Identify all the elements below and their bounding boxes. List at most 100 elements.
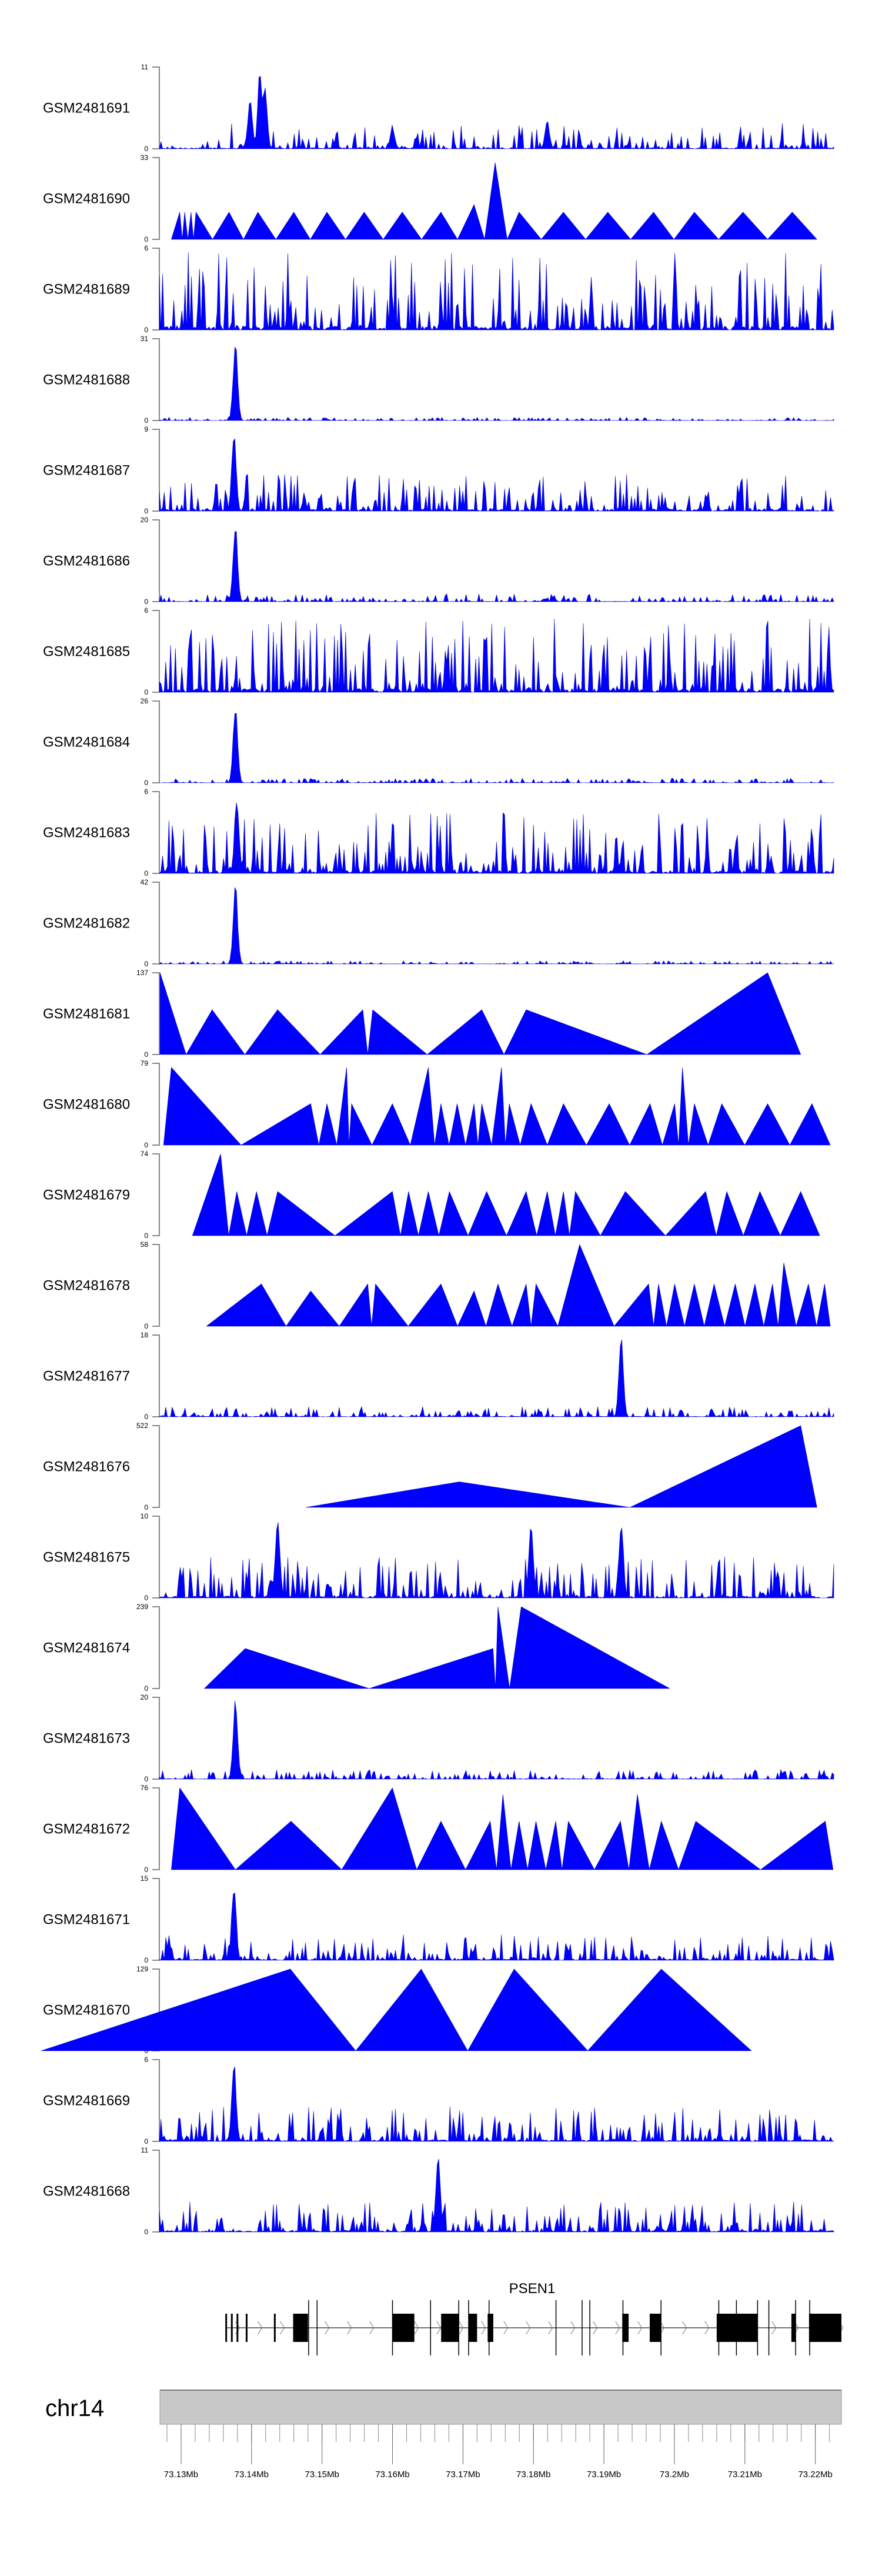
y-max-label: 76	[141, 1784, 149, 1792]
y-zero-label: 0	[144, 1956, 148, 1964]
strand-arrow-icon	[704, 2321, 710, 2335]
y-axis	[152, 1425, 160, 1508]
y-zero-label: 0	[144, 1141, 148, 1149]
strand-arrow-icon	[325, 2321, 330, 2335]
y-max-label: 20	[141, 1693, 149, 1701]
y-axis	[152, 1063, 160, 1146]
exon	[716, 2314, 758, 2342]
exon	[230, 2314, 233, 2342]
exon	[236, 2314, 239, 2342]
track-label: GSM2481685	[43, 644, 130, 660]
y-zero-label: 0	[144, 1866, 148, 1874]
track-label: GSM2481684	[43, 735, 130, 750]
y-axis	[152, 972, 160, 1055]
y-zero-label: 0	[144, 779, 148, 787]
strand-arrow-icon	[615, 2321, 620, 2335]
y-axis	[152, 429, 160, 512]
exon	[622, 2314, 629, 2342]
y-max-label: 20	[141, 516, 149, 524]
y-zero-label: 0	[144, 960, 148, 968]
y-axis	[152, 519, 160, 602]
y-zero-label: 0	[144, 416, 148, 425]
signal-area	[159, 1522, 834, 1599]
y-zero-label: 0	[144, 688, 148, 696]
y-axis	[152, 1244, 160, 1327]
y-axis	[152, 1606, 160, 1689]
signal-area	[159, 252, 834, 331]
track-label: GSM2481674	[43, 1640, 130, 1656]
track-label: GSM2481670	[43, 2003, 130, 2018]
track-GSM2481683: GSM2481683 6 0	[43, 788, 834, 877]
exon	[649, 2314, 662, 2342]
y-max-label: 522	[136, 1422, 148, 1430]
y-axis	[152, 1697, 160, 1780]
y-max-label: 33	[141, 154, 149, 162]
y-max-label: 6	[144, 244, 148, 252]
strand-arrow-icon	[369, 2321, 375, 2335]
y-zero-label: 0	[144, 2228, 148, 2236]
y-max-label: 239	[136, 1603, 148, 1611]
y-max-label: 129	[136, 1965, 148, 1973]
track-label: GSM2481678	[43, 1278, 130, 1294]
strand-arrow-icon	[481, 2321, 486, 2335]
y-zero-label: 0	[144, 869, 148, 877]
exon	[392, 2314, 415, 2342]
y-axis	[152, 338, 160, 421]
track-label: GSM2481691	[43, 101, 130, 116]
signal-area	[171, 162, 817, 241]
signal-area	[159, 1892, 834, 1961]
track-GSM2481684: GSM2481684 26 0	[43, 697, 834, 787]
strand-arrow-icon	[414, 2321, 419, 2335]
axis-tick-label: 73.19Mb	[587, 2470, 621, 2480]
exon	[441, 2314, 459, 2342]
strand-arrow-icon	[548, 2321, 553, 2335]
axis-tick-label: 73.16Mb	[375, 2470, 409, 2480]
y-zero-label: 0	[144, 1050, 148, 1059]
track-GSM2481680: GSM2481680 79 0	[43, 1059, 831, 1149]
y-max-label: 6	[144, 606, 148, 615]
signal-area	[159, 1339, 834, 1417]
track-GSM2481686: GSM2481686 20 0	[43, 516, 834, 606]
y-max-label: 6	[144, 788, 148, 796]
y-max-label: 79	[141, 1059, 149, 1067]
signal-area	[41, 1968, 752, 2051]
track-label: GSM2481675	[43, 1550, 130, 1566]
track-GSM2481671: GSM2481671 15 0	[43, 1874, 834, 1964]
y-max-label: 26	[141, 697, 149, 705]
track-label: GSM2481673	[43, 1731, 130, 1747]
y-zero-label: 0	[144, 1413, 148, 1421]
y-axis	[152, 2150, 160, 2233]
track-GSM2481674: GSM2481674 239 0	[43, 1603, 670, 1693]
track-label: GSM2481683	[43, 825, 130, 841]
track-GSM2481681: GSM2481681 137 0	[43, 969, 801, 1059]
signal-area	[159, 438, 834, 512]
axis-tick-label: 73.14Mb	[235, 2470, 269, 2480]
strand-arrow-icon	[459, 2321, 464, 2335]
track-label: GSM2481689	[43, 282, 130, 298]
strand-arrow-icon	[526, 2321, 531, 2335]
axis-tick-label: 73.13Mb	[164, 2470, 198, 2480]
exon	[273, 2314, 276, 2342]
y-max-label: 18	[141, 1331, 149, 1339]
y-zero-label: 0	[144, 1775, 148, 1783]
exon	[225, 2314, 228, 2342]
track-GSM2481668: GSM2481668 11 0	[43, 2146, 834, 2236]
chromosome-band	[159, 2390, 842, 2425]
y-max-label: 10	[141, 1512, 149, 1520]
axis-tick-label: 73.18Mb	[516, 2470, 550, 2480]
y-axis	[152, 1516, 160, 1599]
track-label: GSM2481687	[43, 463, 130, 479]
strand-arrow-icon	[258, 2321, 263, 2335]
strand-arrow-icon	[436, 2321, 442, 2335]
strand-arrow-icon	[660, 2321, 665, 2335]
signal-area	[163, 1067, 831, 1146]
y-zero-label: 0	[144, 1232, 148, 1240]
track-GSM2481682: GSM2481682 42 0	[43, 878, 834, 968]
gene-track: PSEN1	[225, 2281, 844, 2355]
axis-tick-label: 73.22Mb	[798, 2470, 832, 2480]
exon	[791, 2314, 796, 2342]
track-label: GSM2481686	[43, 553, 130, 569]
track-GSM2481677: GSM2481677 18 0	[43, 1331, 834, 1421]
y-max-label: 9	[144, 425, 148, 433]
